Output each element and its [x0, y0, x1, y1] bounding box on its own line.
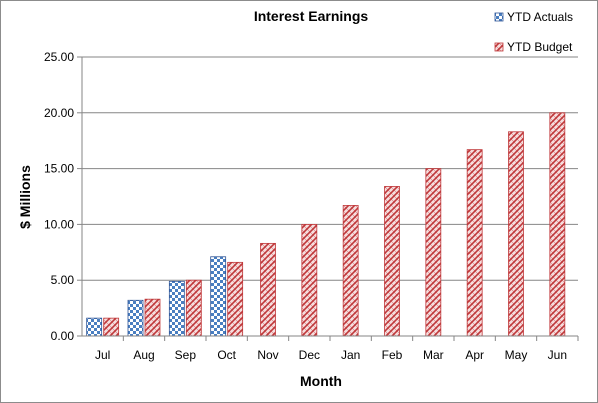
legend-swatch-actuals — [494, 12, 504, 22]
bar-actuals — [210, 256, 227, 337]
legend-item-actuals: YTD Actuals — [494, 10, 573, 24]
legend-label-actuals: YTD Actuals — [507, 10, 573, 24]
chart-title: Interest Earnings — [254, 8, 369, 24]
y-tick-label: 20.00 — [44, 106, 74, 120]
bar-budget — [342, 205, 359, 337]
y-tick-label: 5.00 — [51, 273, 75, 287]
x-tick-label: May — [505, 348, 528, 362]
bar-budget — [144, 298, 161, 337]
bar-actuals — [86, 317, 103, 337]
x-tick-label: Aug — [133, 348, 154, 362]
bar-budget — [260, 242, 276, 337]
x-tick-label: Dec — [299, 348, 320, 362]
x-tick-labels: Jul Aug Sep Oct Nov Dec Jan Feb Mar Apr May Jun — [95, 348, 567, 362]
y-axis-label: $ Millions — [17, 165, 33, 229]
bar-budget — [508, 131, 524, 337]
legend-swatch-budget — [494, 42, 504, 52]
x-tick-label: Jul — [95, 348, 110, 362]
bar-budget — [384, 186, 400, 337]
x-axis-label: Month — [300, 373, 342, 389]
x-tick-label: Jun — [548, 348, 567, 362]
bar-budget — [103, 317, 120, 337]
x-tick-label: Apr — [465, 348, 484, 362]
gridlines — [77, 56, 579, 341]
x-tick-label: Feb — [382, 348, 403, 362]
y-tick-label: 15.00 — [44, 162, 74, 176]
x-tick-label: Jan — [341, 348, 360, 362]
bar-budget — [185, 279, 202, 337]
y-tick-label: 0.00 — [51, 329, 75, 343]
bar-budget — [549, 112, 566, 337]
bar-budget — [466, 149, 483, 337]
x-tick-label: Oct — [217, 348, 236, 362]
bar-actuals — [168, 280, 185, 337]
y-tick-labels: 0.00 5.00 10.00 15.00 20.00 25.00 — [44, 50, 74, 343]
x-tick-label: Sep — [175, 348, 197, 362]
bars — [86, 112, 566, 337]
x-tick-label: Mar — [423, 348, 444, 362]
bar-budget — [227, 261, 244, 337]
bar-budget — [301, 223, 318, 337]
y-tick-label: 25.00 — [44, 50, 74, 64]
legend-label-budget: YTD Budget — [507, 40, 573, 54]
bar-actuals — [127, 299, 144, 337]
legend-item-budget: YTD Budget — [494, 40, 573, 54]
x-tick-label: Nov — [257, 348, 278, 362]
bar-budget — [425, 168, 442, 337]
legend: YTD Actuals YTD Budget — [494, 10, 573, 54]
y-tick-label: 10.00 — [44, 217, 74, 231]
